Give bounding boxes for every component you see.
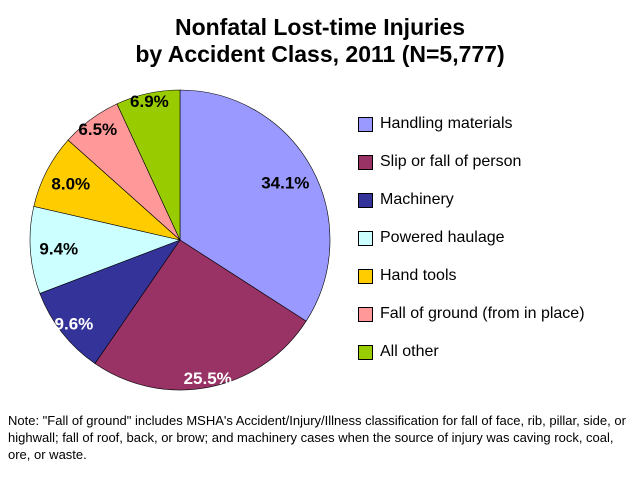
slice-label: 25.5% (184, 369, 232, 388)
legend-label: All other (380, 343, 439, 360)
legend-label: Slip or fall of person (380, 153, 522, 170)
legend: Handling materials Slip or fall of person… (358, 112, 585, 378)
legend-item: Fall of ground (from in place) (358, 302, 585, 326)
chart-title-line2: by Accident Class, 2011 (N=5,777) (135, 41, 505, 67)
legend-item: Hand tools (358, 264, 585, 288)
legend-item: Powered haulage (358, 226, 585, 250)
legend-item: Handling materials (358, 112, 585, 136)
legend-swatch (358, 116, 373, 132)
legend-swatch (358, 154, 373, 170)
chart-title: Nonfatal Lost-time Injuries by Accident … (0, 14, 640, 68)
legend-item: Machinery (358, 188, 585, 212)
slice-label: 6.9% (130, 92, 169, 111)
pie-slice-handling-materials (179, 89, 331, 322)
legend-label: Hand tools (380, 267, 457, 284)
legend-item: Slip or fall of person (358, 150, 585, 174)
legend-label: Powered haulage (380, 229, 505, 246)
legend-label: Machinery (380, 191, 454, 208)
legend-swatch (358, 192, 373, 208)
pie-slice-powered-haulage (29, 206, 182, 294)
legend-label: Fall of ground (from in place) (380, 305, 585, 322)
slice-label: 9.6% (55, 314, 94, 333)
slice-label: 8.0% (51, 175, 90, 194)
pie-chart: 34.1% 25.5% 9.6% 9.4% 8.0% 6.5% 6.9% (29, 89, 331, 391)
legend-swatch (358, 268, 373, 284)
legend-swatch (358, 230, 373, 246)
slice-label: 9.4% (39, 239, 78, 258)
footnote: Note: "Fall of ground" includes MSHA's A… (8, 413, 626, 462)
legend-item: All other (358, 340, 585, 364)
pie-slice-slip-or-fall-of-person (94, 239, 307, 391)
legend-swatch (358, 344, 373, 360)
legend-label: Handling materials (380, 115, 513, 132)
chart-title-line1: Nonfatal Lost-time Injuries (174, 14, 466, 40)
pie-slice-all-other (116, 89, 181, 241)
slice-label: 34.1% (261, 174, 309, 193)
legend-swatch (358, 306, 373, 322)
slice-label: 6.5% (78, 120, 117, 139)
pie-slice-machinery (39, 239, 181, 364)
